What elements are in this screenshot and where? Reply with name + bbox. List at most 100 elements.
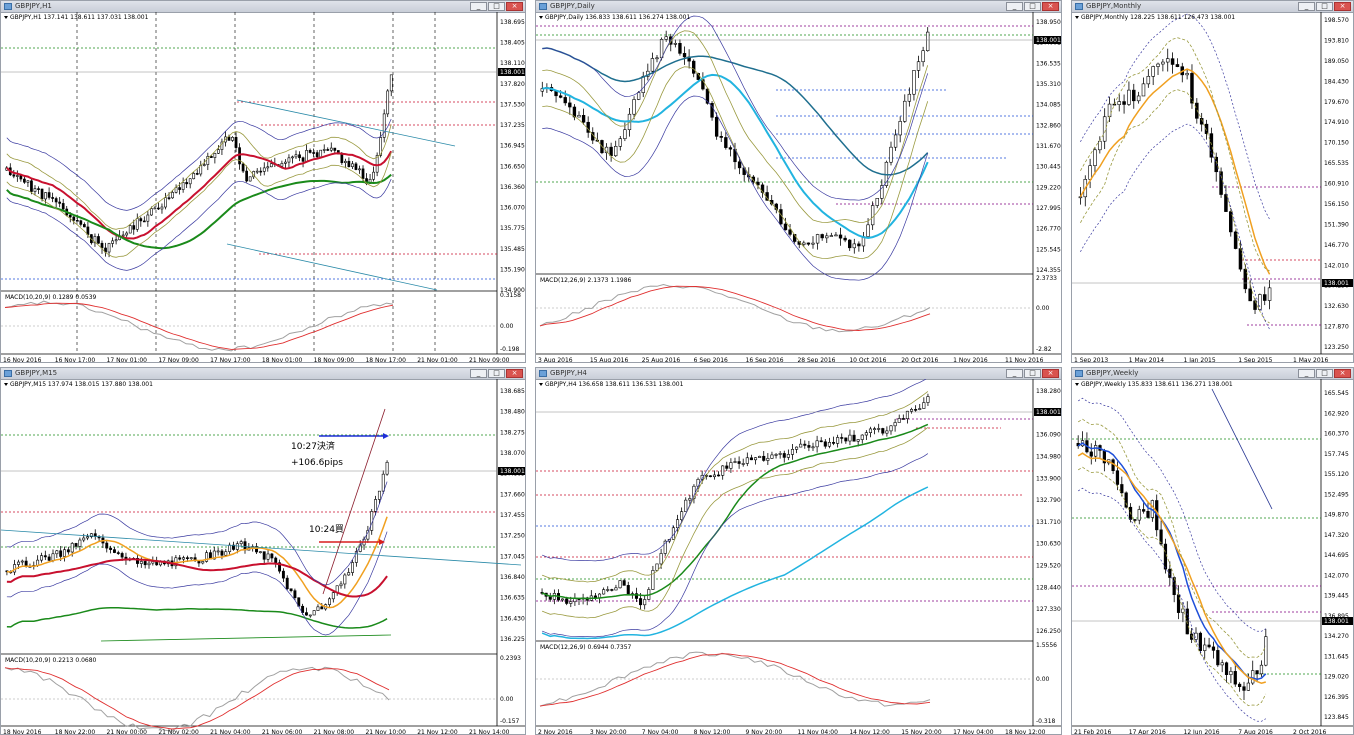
chart-window-m15[interactable]: GBPJPY,M15 _ □ × MACD(10,20,9) 0.2213 0.… <box>0 367 526 735</box>
macd-axis-label: 0.00 <box>500 323 514 330</box>
time-axis-label: 11 Nov 2016 <box>1005 357 1044 363</box>
time-axis-label: 15 Nov 20:00 <box>901 729 942 735</box>
minimize-button[interactable]: _ <box>1298 2 1315 11</box>
candle <box>150 208 153 216</box>
candle <box>614 587 618 591</box>
candle <box>1175 64 1180 67</box>
time-axis-label: 2 Nov 2016 <box>538 729 573 735</box>
trend-line <box>226 243 438 291</box>
maximize-button[interactable]: □ <box>488 369 505 378</box>
minimize-button[interactable]: _ <box>1298 369 1315 378</box>
candle <box>72 216 76 221</box>
window-title: GBPJPY,M15 <box>15 369 58 377</box>
dropdown-arrow-icon <box>4 16 8 19</box>
close-button[interactable]: × <box>1334 2 1351 11</box>
maximize-button[interactable]: □ <box>1024 369 1041 378</box>
candle <box>673 43 678 45</box>
candle <box>926 396 930 403</box>
chart-window-h4[interactable]: GBPJPY,H4 _ □ × MACD(12,26,9) 0.6944 0.7… <box>535 367 1062 735</box>
time-axis-label: 17 Nov 17:00 <box>210 357 251 363</box>
chart-window-icon <box>539 370 547 377</box>
window-titlebar[interactable]: GBPJPY,Weekly _ □ × <box>1072 368 1353 380</box>
candle <box>316 606 320 611</box>
candle <box>848 434 852 442</box>
price-axis-label: 136.840 <box>500 574 525 581</box>
time-axis-label: 21 Nov 02:00 <box>158 729 199 735</box>
close-button[interactable]: × <box>506 2 523 11</box>
window-titlebar[interactable]: GBPJPY,H4 _ □ × <box>536 368 1061 380</box>
candle <box>1136 95 1141 102</box>
macd-axis-label: 0.3158 <box>500 292 521 299</box>
chart-canvas[interactable]: 165.545 162.920 160.370 157.745 155.120 152.4… <box>1072 379 1354 735</box>
candle <box>610 589 614 591</box>
maximize-button[interactable]: □ <box>1316 2 1333 11</box>
macd-axis-label: -2.82 <box>1036 346 1052 353</box>
close-button[interactable]: × <box>1042 369 1059 378</box>
candle <box>212 550 216 560</box>
moving-average-line <box>6 516 388 609</box>
maximize-button[interactable]: □ <box>1024 2 1041 11</box>
candle <box>692 60 696 74</box>
candle <box>622 580 626 586</box>
candle <box>1255 670 1259 675</box>
candle <box>114 239 118 242</box>
candle <box>609 146 613 157</box>
chart-window-h1[interactable]: GBPJPY,H1 _ □ × MACD(10,20,9) 0.1289 0.0… <box>0 0 526 363</box>
candle <box>1211 646 1216 651</box>
candle <box>354 163 358 170</box>
macd-main-line <box>4 666 390 732</box>
window-titlebar[interactable]: GBPJPY,H1 _ □ × <box>1 1 525 13</box>
price-axis-label: 131.645 <box>1324 653 1349 660</box>
candle <box>164 197 167 208</box>
candle <box>217 149 220 154</box>
moving-average-line <box>541 391 929 583</box>
chart-canvas[interactable]: MACD(12,26,9) 0.6944 0.7357 1.5556 0.00 -0.… <box>536 379 1062 735</box>
candle <box>1094 445 1098 457</box>
macd-axis-label: 0.00 <box>1036 305 1050 312</box>
candle <box>63 549 66 557</box>
chart-canvas[interactable]: MACD(10,20,9) 0.1289 0.0539 0.3158 0.00 -0.… <box>1 12 526 363</box>
candle <box>827 442 831 447</box>
price-axis-label: 137.455 <box>500 512 525 519</box>
window-titlebar[interactable]: GBPJPY,Monthly _ □ × <box>1072 1 1353 13</box>
arrow-icon <box>383 433 389 439</box>
candle <box>281 570 285 579</box>
chart-window-daily[interactable]: GBPJPY,Daily _ □ × MACD(12,26,9) 2.1373 … <box>535 0 1062 363</box>
candle <box>684 499 688 512</box>
candle <box>266 166 270 169</box>
maximize-button[interactable]: □ <box>488 2 505 11</box>
candle <box>639 598 643 606</box>
chart-canvas[interactable]: MACD(10,20,9) 0.2213 0.0680 0.2393 0.00 -0.… <box>1 379 526 735</box>
current-price-tag-label: 138.001 <box>500 468 525 475</box>
candle <box>857 243 861 247</box>
close-button[interactable]: × <box>1042 2 1059 11</box>
chart-canvas[interactable]: 198.570 193.810 189.050 184.430 179.670 174.9… <box>1072 12 1354 363</box>
window-titlebar[interactable]: GBPJPY,M15 _ □ × <box>1 368 525 380</box>
candle <box>120 553 124 558</box>
candle <box>581 115 586 123</box>
candle <box>375 155 379 173</box>
window-titlebar[interactable]: GBPJPY,Daily _ □ × <box>536 1 1061 13</box>
close-button[interactable]: × <box>1334 369 1351 378</box>
candle <box>852 243 856 249</box>
candle <box>834 234 838 237</box>
candle <box>23 178 26 183</box>
minimize-button[interactable]: _ <box>1006 2 1023 11</box>
chart-canvas[interactable]: MACD(12,26,9) 2.1373 1.1986 2.3733 0.00 -2.… <box>536 12 1062 363</box>
minimize-button[interactable]: _ <box>1006 369 1023 378</box>
candle <box>294 154 298 158</box>
candle <box>909 409 914 412</box>
close-button[interactable]: × <box>506 369 523 378</box>
minimize-button[interactable]: _ <box>470 369 487 378</box>
candle <box>66 549 70 553</box>
candle <box>220 141 224 150</box>
minimize-button[interactable]: _ <box>470 2 487 11</box>
time-axis-label: 21 Nov 09:00 <box>469 357 510 363</box>
candle <box>201 561 205 564</box>
moving-average-line <box>6 152 392 258</box>
maximize-button[interactable]: □ <box>1316 369 1333 378</box>
chart-window-weekly[interactable]: GBPJPY,Weekly _ □ × 165.545 162.920 160.37… <box>1071 367 1354 735</box>
macd-indicator-label: MACD(12,26,9) 2.1373 1.1986 <box>540 277 632 284</box>
candle <box>568 102 572 108</box>
chart-window-monthly[interactable]: GBPJPY,Monthly _ □ × 198.570 193.810 189.0… <box>1071 0 1354 363</box>
